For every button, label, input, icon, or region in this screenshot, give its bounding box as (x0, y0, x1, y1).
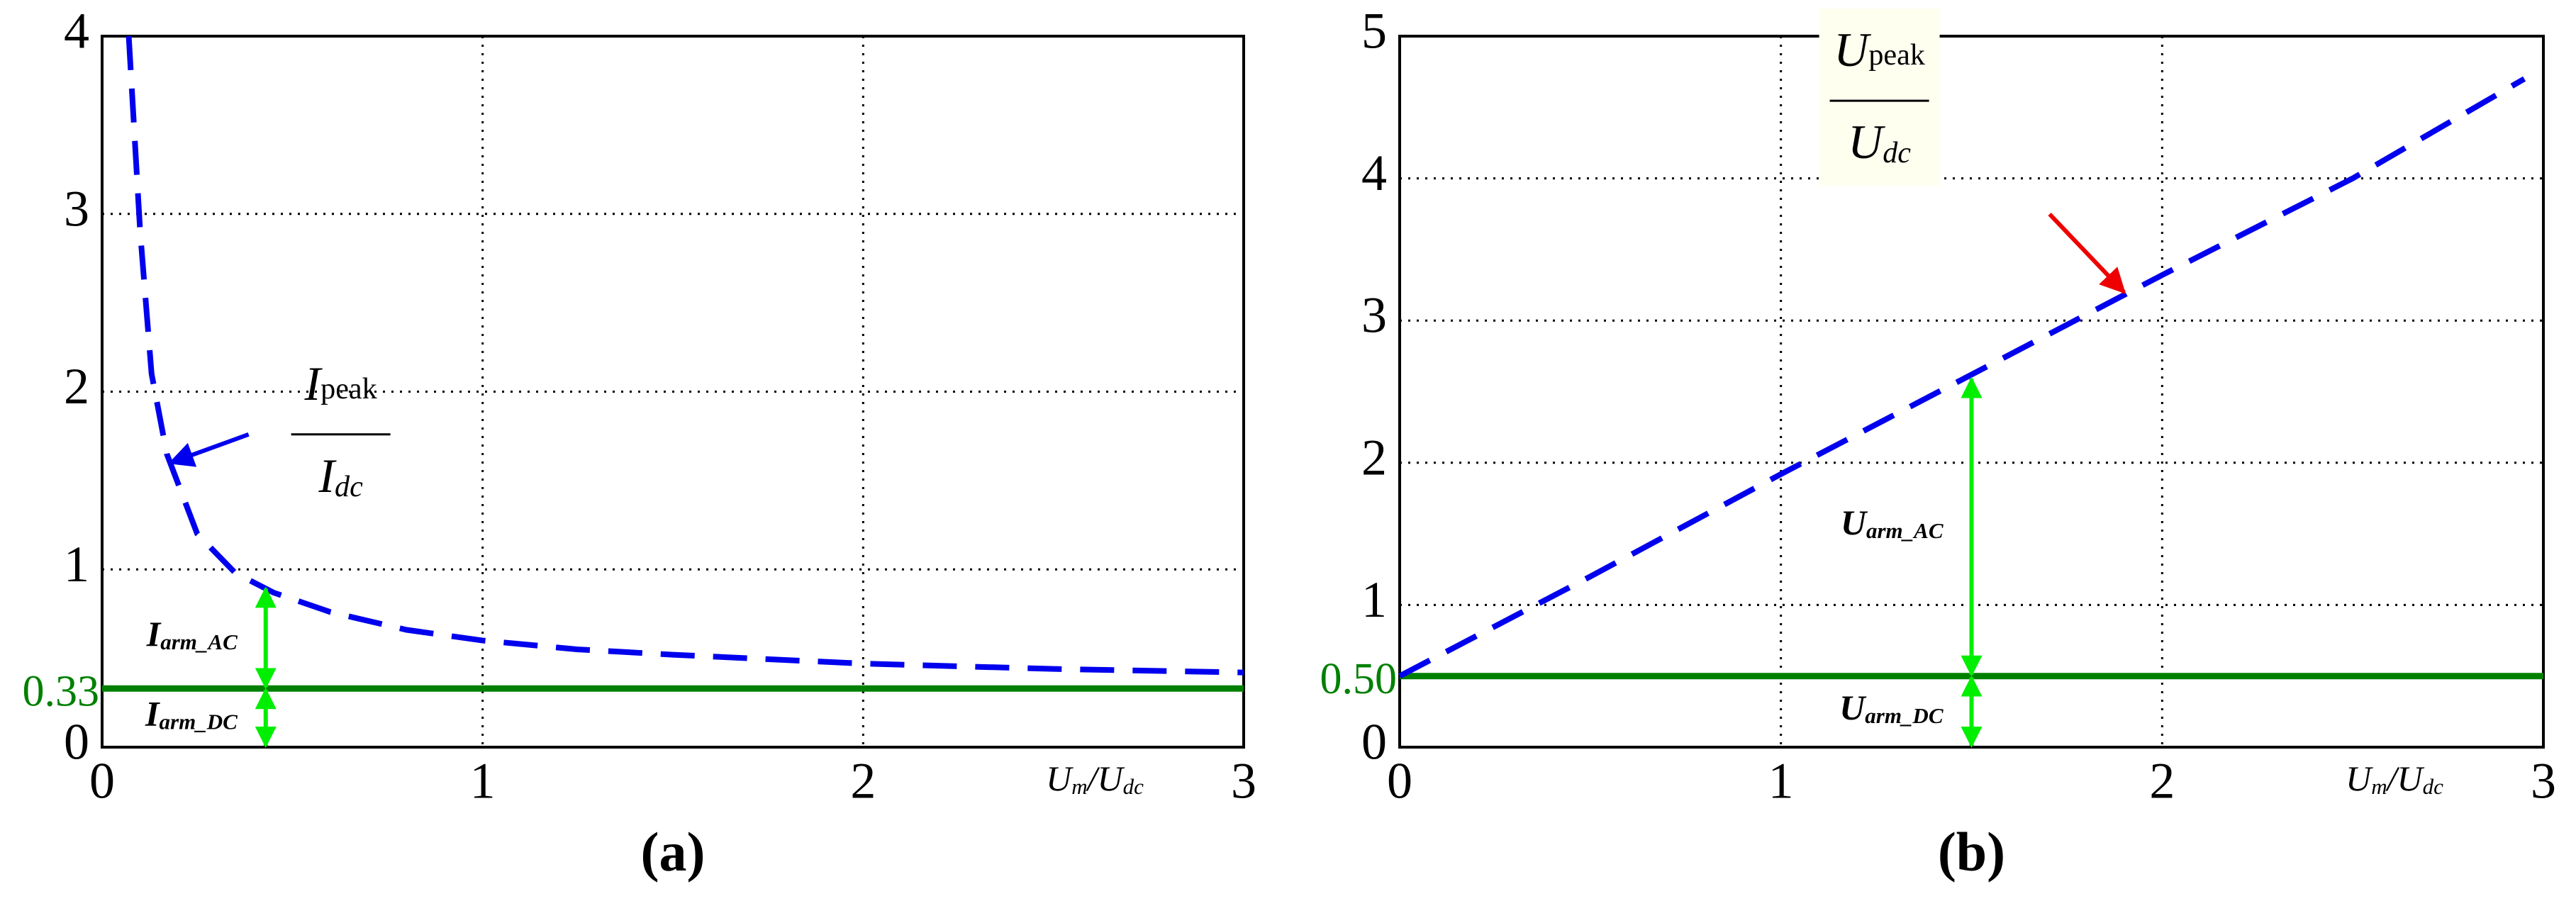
annotation-numerator: Upeak (1834, 23, 1926, 77)
annotation-numerator-part: I (303, 356, 323, 410)
annotation-pointer (168, 432, 250, 467)
span-label: Iarm_AC (146, 614, 238, 654)
annotation-numerator-part: peak (320, 372, 378, 405)
annotation-box (1819, 9, 1940, 186)
span-label-part: arm_DC (1865, 703, 1944, 728)
span-label: Uarm_AC (1841, 503, 1944, 544)
x-axis-label-part: dc (1123, 774, 1144, 799)
y-tick-label: 1 (1361, 571, 1387, 628)
y-tick-label: 2 (1361, 429, 1387, 486)
x-axis-label-part: U (1046, 759, 1074, 798)
x-tick-label: 3 (2531, 753, 2556, 810)
x-axis-label: Um/Udc (1046, 759, 1144, 799)
span-label-part: arm_AC (1866, 518, 1944, 543)
span-label-part: U (1841, 503, 1868, 543)
y-tick-label: 3 (64, 180, 89, 237)
annotation-denominator-part: I (318, 448, 337, 502)
series-line (1398, 76, 2526, 679)
span-label-part: arm_DC (160, 710, 238, 734)
y-tick-label: 3 (1361, 287, 1387, 344)
annotation-denominator-part: dc (335, 470, 363, 503)
annotation-denominator: Idc (318, 448, 363, 503)
x-tick-label: 0 (1387, 753, 1412, 810)
annotation-pointer (2048, 213, 2126, 294)
y-tick-label: 1 (64, 536, 89, 593)
y-tick-label: 2 (64, 358, 89, 415)
x-axis-label-part: /U (1086, 759, 1125, 798)
annotation-numerator-part: U (1834, 23, 1871, 77)
chart-title: (b) (1938, 821, 2005, 883)
annotation-numerator-part: peak (1868, 38, 1926, 72)
x-tick-label: 2 (2149, 753, 2175, 810)
x-axis-label-part: m (1071, 774, 1087, 799)
span-label-part: I (145, 694, 160, 734)
y-tick-label: 0 (64, 714, 89, 771)
x-axis-label-part: /U (2385, 759, 2425, 798)
x-axis-label-part: dc (2423, 774, 2444, 799)
reference-label: 0.33 (23, 667, 100, 715)
annotation-denominator-part: dc (1883, 136, 1911, 169)
annotation-denominator: Udc (1848, 115, 1911, 170)
y-tick-label: 5 (1361, 3, 1387, 60)
series-line (126, 35, 1244, 676)
x-tick-label: 3 (1231, 753, 1256, 810)
span-label: Uarm_DC (1839, 688, 1944, 728)
span-label: Iarm_DC (145, 694, 238, 734)
y-tick-label: 4 (1361, 145, 1387, 201)
annotation-numerator: Ipeak (303, 356, 377, 410)
x-tick-label: 2 (850, 753, 876, 810)
x-axis-label-part: U (2346, 759, 2373, 798)
span-label-part: arm_AC (160, 629, 238, 654)
span-label-part: U (1839, 688, 1867, 727)
y-tick-label: 4 (64, 3, 89, 60)
x-axis-label-part: m (2371, 774, 2387, 799)
plot-frame (101, 35, 1245, 749)
chart-title: (a) (641, 821, 706, 883)
x-tick-label: 0 (89, 753, 115, 810)
y-tick-label: 0 (1361, 714, 1387, 771)
x-axis-label: Um/Udc (2346, 759, 2443, 799)
annotation-denominator-part: U (1848, 115, 1885, 169)
span-label-part: I (146, 614, 162, 654)
reference-label: 0.50 (1320, 655, 1398, 703)
x-tick-label: 1 (1768, 753, 1794, 810)
x-tick-label: 1 (470, 753, 496, 810)
